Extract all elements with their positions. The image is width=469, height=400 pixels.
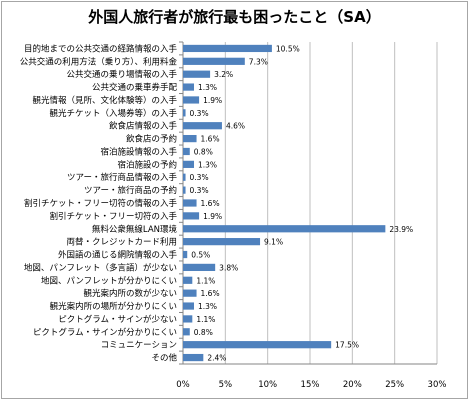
data-label: 0.3%	[190, 109, 209, 118]
data-label: 1.3%	[198, 83, 217, 92]
bar	[183, 263, 216, 272]
bar	[183, 250, 188, 259]
data-label: 10.5%	[276, 44, 300, 53]
category-label: 飲食店の予約	[126, 134, 177, 145]
data-label: 0.3%	[190, 186, 209, 195]
category-label: 観光案内所の数が少ない	[83, 288, 177, 299]
bar	[183, 328, 190, 336]
bar	[183, 289, 197, 297]
bar	[183, 147, 190, 156]
x-tick-label: 30%	[428, 380, 447, 390]
bar	[183, 122, 222, 130]
bar	[183, 57, 245, 65]
bar	[183, 83, 195, 91]
data-label: 4.6%	[226, 122, 245, 131]
category-label: コミュニケーション	[101, 341, 177, 351]
category-label: 観光チケット（入場券等）の入手	[49, 108, 177, 119]
data-label: 1.3%	[198, 302, 217, 311]
x-tick-label: 0%	[176, 380, 190, 390]
data-label: 0.3%	[190, 173, 209, 182]
bar	[183, 96, 200, 104]
bar	[183, 225, 386, 233]
bar	[183, 315, 193, 323]
data-label: 7.3%	[249, 57, 268, 66]
category-label: ピクトグラム・サインが分かりにくい	[33, 327, 177, 338]
category-label: 観光情報（見所、文化体験等）の入手	[32, 95, 177, 106]
category-label: 地図、パンフレット（多言語）が少ない	[24, 262, 177, 273]
category-label: 割引チケット・フリー切符の情報の入手	[24, 198, 178, 209]
category-label: ピクトグラム・サインが少ない	[58, 314, 177, 325]
bar	[183, 173, 186, 181]
category-label: 外国語の通じる網院情報の入手	[58, 250, 178, 261]
x-tick-label: 5%	[219, 380, 233, 390]
bar	[183, 212, 200, 220]
category-label: 公共交通の乗り場情報の入手	[66, 69, 177, 80]
category-label: 割引チケット・フリー切符の入手	[49, 211, 177, 222]
bar	[183, 302, 195, 310]
category-label: 無料公衆無線LAN環境	[92, 224, 178, 235]
bar	[183, 44, 272, 53]
category-label: 地図、パンフレットが分かりにくい	[41, 275, 177, 286]
data-label: 3.8%	[219, 263, 238, 272]
category-label: 公共交通の乗車券手配	[92, 82, 178, 93]
x-tick-label: 10%	[258, 380, 277, 390]
data-label: 0.8%	[194, 147, 213, 156]
bar	[183, 341, 332, 349]
x-tick-label: 15%	[301, 380, 320, 390]
bar	[183, 199, 197, 207]
category-label: 宿泊施設情報の入手	[100, 146, 177, 157]
category-label: 両替・クレジットカード利用	[66, 237, 177, 248]
data-label: 9.1%	[264, 238, 283, 247]
category-label: 観光案内所の場所が分かりにくい	[50, 301, 177, 312]
category-label: 公共交通の利用方法（乗り方）、利用料金	[20, 56, 178, 67]
bar	[183, 134, 197, 143]
category-label: ツアー・旅行商品情報の入手	[67, 172, 177, 183]
chart-title: 外国人旅行者が旅行最も困ったこと（SA）	[88, 8, 381, 26]
data-label: 1.1%	[196, 315, 215, 324]
bar	[183, 109, 186, 117]
data-label: 1.6%	[201, 289, 220, 298]
bar	[183, 160, 195, 168]
bar	[183, 276, 193, 284]
data-label: 0.8%	[194, 328, 213, 337]
data-label: 17.5%	[335, 341, 359, 350]
data-label: 1.6%	[201, 135, 220, 144]
data-label: 1.9%	[203, 212, 222, 221]
category-label: その他	[151, 353, 177, 364]
category-label: 飲食店情報の入手	[109, 121, 178, 132]
category-label: ツアー・旅行商品の予約	[84, 185, 177, 196]
data-label: 1.3%	[198, 160, 217, 169]
data-label: 23.9%	[389, 225, 413, 234]
data-label: 1.6%	[201, 199, 220, 208]
data-label: 1.9%	[203, 96, 222, 105]
bar	[183, 186, 186, 194]
category-label: 宿泊施設の予約	[117, 159, 177, 170]
bar	[183, 70, 211, 78]
bar	[183, 238, 261, 246]
x-tick-label: 25%	[385, 380, 404, 390]
data-label: 1.1%	[196, 276, 215, 285]
data-label: 3.2%	[214, 70, 233, 79]
data-label: 2.4%	[207, 354, 226, 363]
bar	[183, 353, 204, 362]
x-tick-label: 20%	[343, 380, 362, 390]
category-label: 目的地までの公共交通の経路情報の入手	[24, 43, 178, 54]
data-label: 0.5%	[191, 251, 210, 260]
